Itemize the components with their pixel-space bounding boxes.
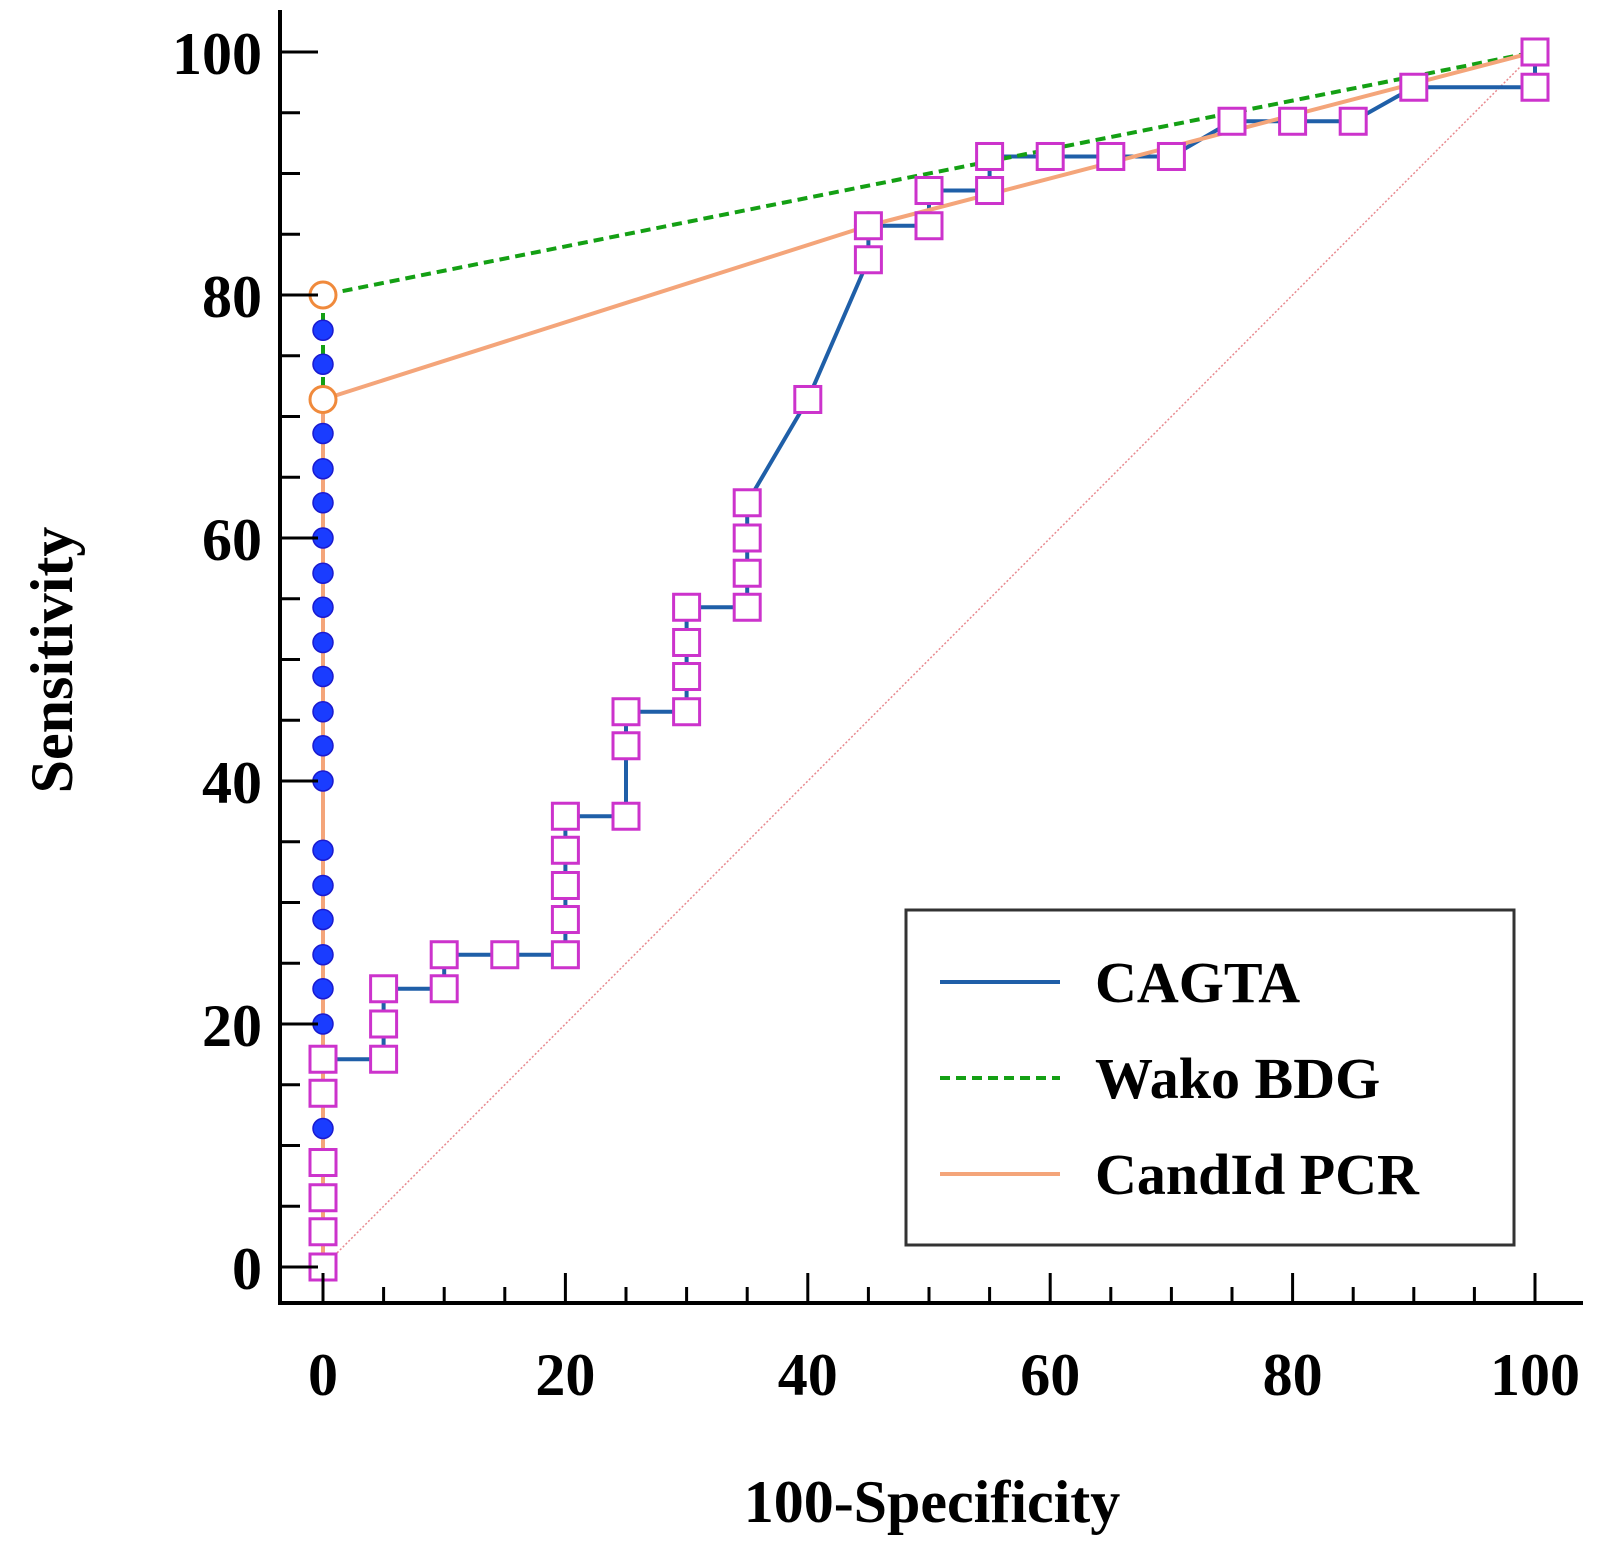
- data-point-cagta: [975, 141, 1005, 171]
- data-point-cagta: [550, 801, 580, 831]
- x-tick-label: 0: [308, 1342, 338, 1408]
- data-point-wako-bdg: [312, 353, 334, 376]
- y-tick-label: 20: [202, 993, 262, 1059]
- data-point-cagta: [429, 974, 459, 1004]
- data-point-wako-bdg: [312, 492, 334, 514]
- data-point-candid-pcr: [308, 384, 338, 414]
- data-point-cagta: [1399, 72, 1429, 102]
- data-point-cagta: [1278, 106, 1308, 136]
- data-point-cagta: [1520, 72, 1550, 102]
- data-point-cagta: [853, 245, 883, 275]
- data-point-cagta: [1035, 141, 1065, 171]
- data-point-wako-bdg: [312, 562, 334, 584]
- series-line-candid-pcr: [321, 50, 1536, 1267]
- axes-layer: 0 20 40 60 80 100 0 20 40 60 80 100 100-Specificity S…: [19, 10, 1583, 1535]
- data-point-cagta: [308, 1217, 338, 1247]
- series-layer: [308, 37, 1550, 1282]
- data-point-cagta: [550, 870, 580, 900]
- data-point-cagta: [1338, 106, 1368, 136]
- x-tick-label: 100: [1490, 1342, 1580, 1408]
- data-point-wako-bdg: [312, 943, 334, 966]
- data-point-cagta: [308, 1078, 338, 1108]
- y-tick-label: 0: [232, 1236, 262, 1302]
- data-point-cagta: [1096, 141, 1126, 171]
- y-axis-title: Sensitivity: [19, 527, 85, 794]
- x-tick-label: 20: [535, 1342, 595, 1408]
- data-point-wako-bdg: [312, 735, 334, 757]
- data-point-cagta: [611, 801, 641, 831]
- data-point-cagta: [853, 211, 883, 241]
- legend-label-wako-bdg: Wako BDG: [1095, 1046, 1380, 1111]
- data-point-cagta: [914, 211, 944, 241]
- data-point-cagta: [429, 940, 459, 970]
- x-axis-title: 100-Specificity: [744, 1469, 1121, 1535]
- legend: CAGTA Wako BDG CandId PCR: [904, 908, 1516, 1247]
- data-point-cagta: [672, 662, 702, 692]
- data-point-cagta: [611, 731, 641, 761]
- data-point-cagta: [672, 592, 702, 622]
- data-point-cagta: [308, 1148, 338, 1178]
- data-point-wako-bdg: [312, 908, 334, 931]
- data-point-cagta: [369, 974, 399, 1004]
- data-point-wako-bdg: [312, 978, 334, 1000]
- data-point-cagta: [308, 1183, 338, 1213]
- data-point-cagta: [308, 1044, 338, 1074]
- data-point-cagta: [732, 592, 762, 622]
- data-point-wako-bdg: [312, 319, 334, 341]
- data-point-wako-bdg: [312, 839, 334, 862]
- data-point-cagta: [975, 176, 1005, 206]
- data-point-wako-bdg: [312, 596, 334, 619]
- data-point-wako-bdg: [312, 631, 334, 654]
- data-point-cagta: [1217, 106, 1247, 136]
- x-tick-label: 80: [1263, 1342, 1323, 1408]
- data-point-cagta: [550, 940, 580, 970]
- data-point-cagta: [550, 905, 580, 935]
- legend-label-candid-pcr: CandId PCR: [1095, 1142, 1420, 1207]
- data-point-wako-bdg: [312, 422, 334, 445]
- data-point-wako-bdg: [312, 700, 334, 723]
- data-point-cagta: [914, 176, 944, 206]
- y-tick-label: 80: [202, 264, 262, 330]
- data-point-wako-bdg: [312, 457, 334, 480]
- data-point-cagta: [490, 940, 520, 970]
- data-point-wako-bdg: [312, 874, 334, 897]
- data-point-cagta: [369, 1044, 399, 1074]
- data-point-cagta: [369, 1009, 399, 1039]
- x-tick-label: 60: [1020, 1342, 1080, 1408]
- y-tick-label: 40: [202, 750, 262, 816]
- y-tick-label: 60: [202, 507, 262, 573]
- data-point-cagta: [1520, 37, 1550, 67]
- data-point-cagta: [550, 835, 580, 865]
- markers-cagta: [308, 37, 1550, 1282]
- data-point-wako-bdg: [312, 1117, 334, 1140]
- data-point-cagta: [672, 697, 702, 727]
- data-point-wako-bdg: [312, 665, 334, 688]
- data-point-cagta: [1156, 141, 1186, 171]
- data-point-cagta: [732, 558, 762, 588]
- x-tick-label: 40: [778, 1342, 838, 1408]
- data-point-cagta: [611, 697, 641, 727]
- data-point-cagta: [793, 384, 823, 414]
- data-point-cagta: [732, 488, 762, 518]
- y-tick-label: 100: [172, 21, 262, 87]
- legend-label-cagta: CAGTA: [1095, 950, 1300, 1015]
- data-point-cagta: [672, 627, 702, 657]
- data-point-cagta: [732, 523, 762, 553]
